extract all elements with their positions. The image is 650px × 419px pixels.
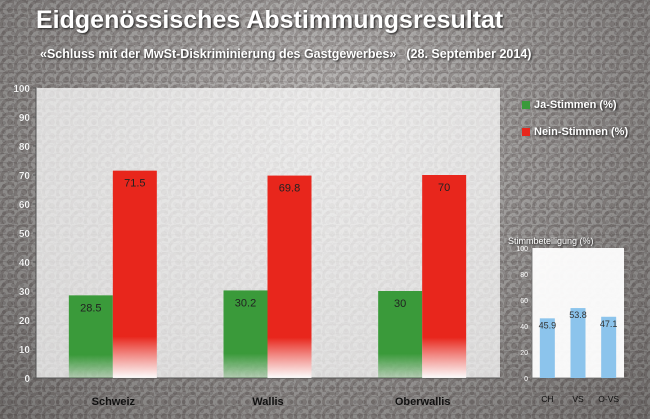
subtitle-date: (28. September 2014) (406, 47, 532, 61)
inset-y-tick-label: 60 (520, 298, 528, 305)
main-y-tick-label: 70 (19, 171, 31, 182)
bar-data-label: 71.5 (124, 178, 145, 190)
main-y-tick-label: 100 (13, 84, 30, 95)
bar-no (267, 175, 312, 378)
inset-category-label: O-VS (598, 394, 619, 404)
legend-item-no: Nein-Stimmen (%) (522, 126, 628, 138)
bar-data-label: 30.2 (235, 297, 256, 309)
inset-y-tick-label: 100 (516, 246, 528, 253)
inset-category-label: CH (541, 394, 553, 404)
main-y-tick-label: 80 (19, 142, 31, 153)
main-y-tick-label: 30 (19, 287, 31, 298)
inset-bar-data-label: 45.9 (539, 320, 557, 330)
bar-yes (378, 291, 423, 378)
inset-y-tick-label: 80 (520, 272, 528, 279)
legend-swatch-yes (522, 101, 530, 109)
legend-item-yes: Ja-Stimmen (%) (522, 99, 617, 111)
bar-data-label: 70 (438, 182, 450, 194)
category-label: Schweiz (92, 396, 136, 408)
inset-bar (570, 308, 586, 378)
bar-yes (68, 295, 113, 378)
legend-label-no: Nein-Stimmen (%) (534, 126, 629, 138)
inset-y-tick-label: 0 (524, 376, 528, 383)
page-title: Eidgenössisches Abstimmungsresultat (36, 6, 504, 34)
inset-y-tick-label: 40 (520, 324, 528, 331)
main-y-tick-label: 20 (19, 316, 31, 327)
main-y-tick-label: 60 (19, 200, 31, 211)
subtitle-text: «Schluss mit der MwSt-Diskriminierung de… (40, 47, 397, 61)
bar-yes (223, 290, 268, 378)
inset-bar (539, 318, 555, 378)
main-y-tick-label: 0 (24, 374, 30, 385)
inset-category-label: VS (572, 394, 584, 404)
inset-bar-data-label: 47.1 (600, 319, 618, 329)
bar-data-label: 28.5 (80, 302, 101, 314)
main-y-tick-label: 50 (19, 229, 31, 240)
inset-y-tick-label: 20 (520, 350, 528, 357)
main-y-tick-label: 10 (19, 345, 31, 356)
inset-bar-data-label: 53.8 (569, 310, 587, 320)
bar-no (112, 170, 157, 378)
bar-no (422, 175, 467, 378)
inset-bar (601, 316, 617, 378)
category-label: Wallis (252, 396, 283, 408)
category-label: Oberwallis (395, 396, 451, 408)
legend-label-yes: Ja-Stimmen (%) (534, 99, 617, 111)
bar-data-label: 30 (394, 298, 406, 310)
page-subtitle: «Schluss mit der MwSt-Diskriminierung de… (40, 47, 531, 61)
main-y-tick-label: 40 (19, 258, 31, 269)
bar-data-label: 69.8 (279, 183, 300, 195)
legend-swatch-no (522, 128, 530, 136)
main-y-tick-label: 90 (19, 113, 31, 124)
inset-chart-title: Stimmbeteiligung (%) (508, 236, 594, 246)
